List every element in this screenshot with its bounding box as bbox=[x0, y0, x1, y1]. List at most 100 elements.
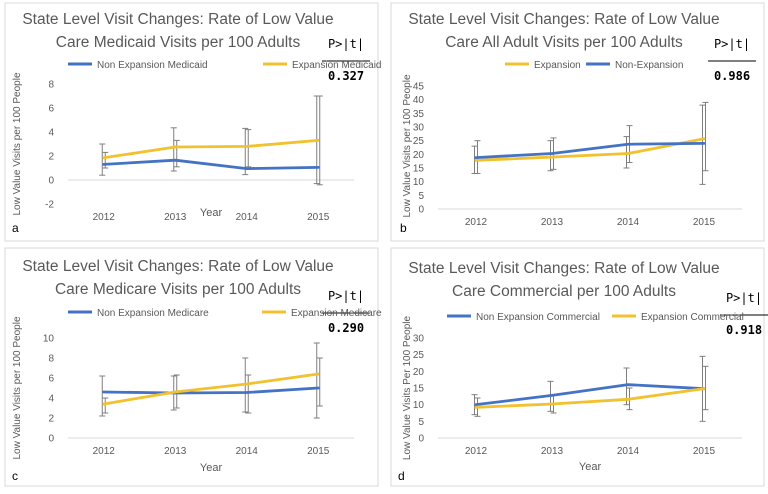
y-tick-label: 0 bbox=[418, 205, 424, 216]
y-tick-label: 15 bbox=[413, 164, 425, 175]
data-point bbox=[474, 156, 478, 159]
y-tick-label: 30 bbox=[413, 123, 425, 134]
y-tick-label: 5 bbox=[418, 191, 424, 202]
y-tick-label: 2 bbox=[48, 152, 54, 163]
y-tick-label: 20 bbox=[413, 367, 425, 378]
chart-panel-a: State Level Visit Changes: Rate of Low V… bbox=[4, 2, 382, 242]
series-line-1 bbox=[474, 387, 706, 409]
legend-label-1: Expansion Medicaid bbox=[292, 60, 382, 71]
data-point bbox=[626, 383, 630, 386]
data-point bbox=[550, 155, 554, 159]
y-tick-label: 45 bbox=[413, 82, 425, 93]
data-point bbox=[317, 386, 320, 390]
y-tick-label: -2 bbox=[45, 200, 54, 211]
data-point bbox=[626, 143, 630, 146]
p-value-label: P>|t| bbox=[714, 37, 750, 51]
y-tick-label: 2 bbox=[48, 414, 54, 425]
data-point bbox=[102, 163, 105, 166]
chart-title-line1: State Level Visit Changes: Rate of Low V… bbox=[22, 11, 333, 28]
data-point bbox=[174, 159, 177, 162]
data-point bbox=[317, 166, 320, 169]
data-point bbox=[550, 152, 554, 155]
x-tick-label: 2014 bbox=[617, 217, 640, 228]
panel-border bbox=[390, 2, 765, 242]
legend-label-0: Expansion bbox=[534, 60, 581, 71]
x-tick-label: 2014 bbox=[236, 446, 259, 457]
series-line-0 bbox=[474, 383, 706, 407]
data-point bbox=[702, 387, 706, 390]
x-tick-label: 2014 bbox=[617, 446, 640, 457]
x-tick-label: 2012 bbox=[93, 212, 116, 223]
legend-label-0: Non Expansion Medicaid bbox=[97, 60, 208, 71]
chart-title-line2: Care Medicaid Visits per 100 Adults bbox=[56, 34, 301, 51]
data-point bbox=[245, 145, 248, 148]
y-tick-label: 6 bbox=[48, 104, 54, 115]
data-point bbox=[174, 390, 177, 394]
series-line-1 bbox=[474, 141, 706, 160]
y-axis-title: Low Value Visits Per 100 People bbox=[402, 315, 413, 460]
x-tick-label: 2013 bbox=[164, 446, 187, 457]
legend-label-0: Non Expansion Commercial bbox=[476, 312, 600, 323]
y-tick-label: 0 bbox=[418, 434, 424, 445]
x-axis-title: Year bbox=[579, 461, 602, 473]
x-tick-label: 2012 bbox=[93, 446, 116, 457]
p-value-label: P>|t| bbox=[328, 289, 364, 303]
x-tick-label: 2015 bbox=[693, 217, 716, 228]
data-point bbox=[702, 142, 706, 145]
y-tick-label: 4 bbox=[48, 128, 54, 139]
y-tick-label: 0 bbox=[48, 434, 54, 445]
data-point bbox=[245, 167, 248, 170]
data-point bbox=[550, 394, 554, 397]
y-tick-label: 25 bbox=[413, 350, 425, 361]
x-tick-label: 2015 bbox=[307, 212, 330, 223]
chart-title-line2: Care Commercial per 100 Adults bbox=[452, 283, 676, 300]
y-tick-label: 15 bbox=[413, 384, 425, 395]
data-point bbox=[317, 139, 320, 142]
data-point bbox=[317, 372, 320, 376]
p-value: 0.290 bbox=[328, 321, 364, 335]
p-value: 0.986 bbox=[714, 69, 750, 83]
y-axis-title: Low Value Visits per 100 People bbox=[12, 72, 23, 215]
y-tick-label: 8 bbox=[48, 80, 54, 91]
chart-title-line1: State Level Visit Changes: Rate of Low V… bbox=[408, 11, 719, 28]
x-tick-label: 2015 bbox=[693, 446, 716, 457]
p-value: 0.918 bbox=[726, 323, 762, 337]
x-tick-label: 2015 bbox=[307, 446, 330, 457]
data-point bbox=[474, 406, 478, 409]
x-tick-label: 2013 bbox=[541, 446, 564, 457]
y-tick-label: 40 bbox=[413, 95, 425, 106]
y-tick-label: 30 bbox=[413, 334, 425, 345]
y-tick-label: 0 bbox=[48, 176, 54, 187]
data-point bbox=[474, 403, 478, 406]
data-point bbox=[174, 145, 177, 149]
series-line-0 bbox=[102, 158, 320, 171]
series-line-0 bbox=[102, 386, 320, 395]
panel-letter: d bbox=[398, 469, 405, 483]
x-tick-label: 2013 bbox=[541, 217, 564, 228]
data-point bbox=[245, 391, 248, 394]
chart-title-line2: Care All Adult Visits per 100 Adults bbox=[445, 34, 683, 51]
legend-label-0: Non Expansion Medicare bbox=[97, 308, 209, 319]
data-point bbox=[626, 152, 630, 155]
series-line-1 bbox=[102, 372, 320, 406]
chart-panel-c: State Level Visit Changes: Rate of Low V… bbox=[4, 247, 382, 487]
panel-border bbox=[390, 247, 765, 487]
y-tick-label: 4 bbox=[48, 394, 54, 405]
chart-title-line2: Care Medicare Visits per 100 Adults bbox=[55, 281, 301, 298]
panel-border bbox=[4, 2, 379, 242]
data-point bbox=[474, 159, 478, 162]
panel-border bbox=[4, 247, 379, 487]
data-point bbox=[550, 402, 554, 406]
series-line-0 bbox=[474, 137, 706, 162]
x-tick-label: 2014 bbox=[236, 212, 259, 223]
p-value-label: P>|t| bbox=[726, 291, 762, 305]
x-tick-label: 2013 bbox=[164, 212, 187, 223]
panel-letter: a bbox=[12, 221, 19, 235]
y-tick-label: 10 bbox=[413, 177, 425, 188]
y-tick-label: 10 bbox=[413, 400, 425, 411]
y-tick-label: 8 bbox=[48, 354, 54, 365]
data-point bbox=[102, 402, 105, 406]
series-line-1 bbox=[102, 138, 320, 160]
y-axis-title: Low Value Visits per 100 People bbox=[402, 74, 413, 217]
data-point bbox=[102, 156, 105, 159]
